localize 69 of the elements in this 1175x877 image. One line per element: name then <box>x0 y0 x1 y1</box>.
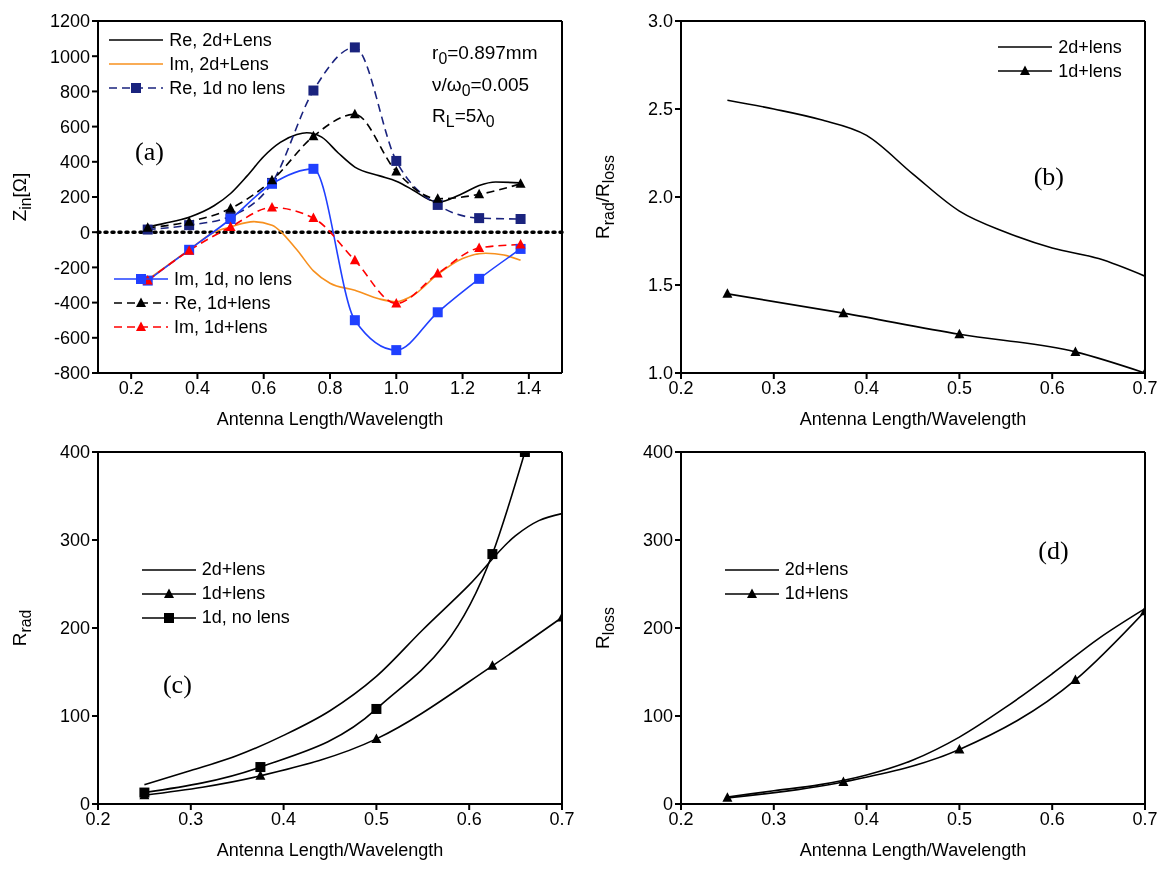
y-tick-label: 3.0 <box>647 11 673 32</box>
x-tick-label: 0.4 <box>854 808 880 829</box>
y-tick-label: 200 <box>59 618 90 639</box>
y-tick-label: 400 <box>642 442 673 463</box>
y-tick-label: 600 <box>59 116 90 137</box>
legend-label: 2d+lens <box>201 559 266 581</box>
x-axis-title: Antenna Length/Wavelength <box>799 409 1027 429</box>
legend-label: 2d+lens <box>784 559 849 581</box>
legend-label: Im, 1d, no lens <box>173 268 292 290</box>
x-tick-label: 0.8 <box>317 377 343 398</box>
x-tick-label: 0.5 <box>946 808 972 829</box>
x-tick-label: 0.4 <box>271 808 297 829</box>
legend-label: Im, 2d+Lens <box>169 53 269 75</box>
x-axis-title: Antenna Length/Wavelength <box>216 840 444 860</box>
x-tick-label: 0.6 <box>1039 808 1065 829</box>
y-tick-label: 1000 <box>49 46 90 67</box>
y-tick-label: 800 <box>59 81 90 102</box>
x-tick-label: 0.7 <box>549 808 575 829</box>
x-tick-label: 0.7 <box>1132 377 1158 398</box>
x-tick-label: 0.5 <box>363 808 389 829</box>
x-tick-label: 0.4 <box>854 377 880 398</box>
x-tick-label: 0.5 <box>946 377 972 398</box>
annotation: (d) <box>1038 536 1069 567</box>
y-tick-label: 200 <box>59 187 90 208</box>
legend-label: 1d+lens <box>201 583 266 605</box>
legend-label: 2d+lens <box>1058 36 1122 58</box>
legend-label: 1d+lens <box>1058 60 1122 82</box>
x-axis-title: Antenna Length/Wavelength <box>216 409 444 429</box>
x-tick-label: 0.6 <box>1039 377 1065 398</box>
legend-label: 1d, no lens <box>201 607 290 629</box>
annotation: (b) <box>1033 161 1064 192</box>
x-axis-title: Antenna Length/Wavelength <box>799 840 1027 860</box>
x-tick-label: 1.2 <box>450 377 476 398</box>
annotation: r$_{0}$=0.897mm <box>432 42 538 68</box>
x-tick-label: 0.3 <box>761 377 787 398</box>
x-tick-label: 1.4 <box>516 377 542 398</box>
legend-label: Re, 2d+Lens <box>169 29 272 51</box>
y-tick-label: 1200 <box>49 11 90 32</box>
y-tick-label: 400 <box>59 442 90 463</box>
legend-label: Re, 1d+lens <box>173 292 271 314</box>
y-tick-label: -200 <box>53 257 90 278</box>
y-tick-label: 2.5 <box>647 99 673 120</box>
y-tick-label: -800 <box>53 363 90 384</box>
legend-label: 1d+lens <box>784 583 849 605</box>
y-tick-label: 1.5 <box>647 275 673 296</box>
y-tick-label: 100 <box>642 706 673 727</box>
legend-label: Im, 1d+lens <box>173 316 268 338</box>
x-tick-label: 0.6 <box>456 808 482 829</box>
y-tick-label: 300 <box>59 530 90 551</box>
annotation: ν/ω$_{0}$=0.005 <box>432 73 530 100</box>
y-tick-label: -600 <box>53 328 90 349</box>
y-tick-label: 300 <box>642 530 673 551</box>
y-tick-label: 0 <box>79 222 90 243</box>
annotation: R$_{L}$=5λ$_{0}$ <box>432 105 495 132</box>
y-tick-label: 400 <box>59 152 90 173</box>
x-tick-label: 0.3 <box>761 808 787 829</box>
x-tick-label: 0.3 <box>178 808 204 829</box>
y-tick-label: 200 <box>642 618 673 639</box>
annotation: (a) <box>135 137 164 168</box>
y-tick-label: 100 <box>59 706 90 727</box>
y-tick-label: 2.0 <box>647 187 673 208</box>
x-tick-label: 0.4 <box>184 377 210 398</box>
legend-label: Re, 1d no lens <box>169 77 286 99</box>
annotation: (c) <box>162 670 192 701</box>
y-tick-label: -400 <box>53 292 90 313</box>
x-tick-label: 0.6 <box>251 377 277 398</box>
x-tick-label: 0.7 <box>1132 808 1158 829</box>
x-tick-label: 1.0 <box>383 377 409 398</box>
x-tick-label: 0.2 <box>118 377 144 398</box>
